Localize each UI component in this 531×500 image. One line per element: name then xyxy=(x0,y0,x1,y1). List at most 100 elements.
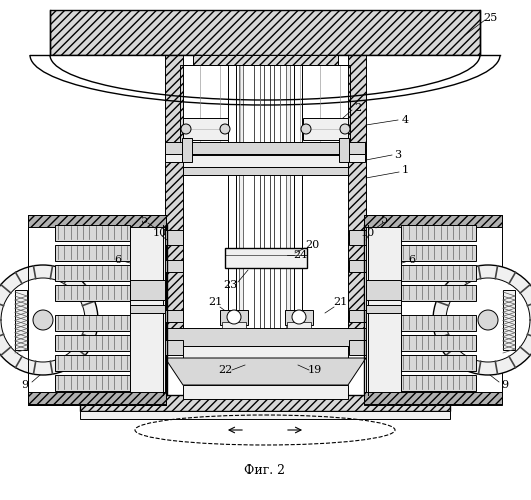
Circle shape xyxy=(292,310,306,324)
Circle shape xyxy=(433,265,531,375)
Bar xyxy=(220,310,248,325)
Circle shape xyxy=(301,124,311,134)
Text: 23: 23 xyxy=(223,280,237,290)
Bar xyxy=(165,55,183,350)
Bar xyxy=(366,305,401,313)
Bar xyxy=(349,310,369,322)
Text: 21: 21 xyxy=(333,297,347,307)
Bar xyxy=(180,65,350,145)
Bar xyxy=(165,328,366,346)
Bar xyxy=(163,260,183,272)
Bar xyxy=(364,215,502,405)
Circle shape xyxy=(478,310,498,330)
Bar xyxy=(182,138,192,162)
Circle shape xyxy=(1,278,85,362)
Bar xyxy=(55,375,130,391)
Circle shape xyxy=(33,310,53,330)
Bar xyxy=(285,310,313,325)
Bar xyxy=(193,55,338,65)
Bar xyxy=(401,355,476,371)
Bar xyxy=(80,395,450,411)
Text: 6: 6 xyxy=(408,255,416,265)
Text: 4: 4 xyxy=(401,115,408,125)
Bar xyxy=(503,290,515,350)
Bar xyxy=(349,260,369,272)
Polygon shape xyxy=(165,358,366,385)
Text: 20: 20 xyxy=(305,240,319,250)
Bar xyxy=(183,167,348,175)
Bar xyxy=(130,305,165,313)
Circle shape xyxy=(181,124,191,134)
Bar xyxy=(130,220,165,400)
Text: 22: 22 xyxy=(218,365,232,375)
Bar xyxy=(163,230,183,245)
Bar xyxy=(239,65,243,360)
Bar xyxy=(222,322,246,328)
Bar xyxy=(183,118,228,140)
Circle shape xyxy=(340,124,350,134)
Bar xyxy=(55,265,130,281)
Bar xyxy=(401,375,476,391)
Text: 25: 25 xyxy=(483,13,497,23)
Polygon shape xyxy=(30,55,200,130)
Bar xyxy=(348,55,366,350)
Bar xyxy=(349,340,369,355)
Bar xyxy=(28,215,166,227)
Bar xyxy=(183,346,348,358)
Text: 5: 5 xyxy=(141,215,149,225)
Bar xyxy=(303,118,348,140)
Bar xyxy=(339,138,349,162)
Bar xyxy=(55,225,130,241)
Bar xyxy=(225,248,307,268)
Bar xyxy=(50,10,480,55)
Bar xyxy=(183,385,348,399)
Text: 1: 1 xyxy=(401,165,408,175)
Text: 10: 10 xyxy=(361,228,375,238)
Bar xyxy=(180,65,350,145)
Bar xyxy=(183,155,348,167)
Bar xyxy=(55,315,130,331)
Bar xyxy=(130,280,165,300)
Bar xyxy=(165,154,365,162)
Bar xyxy=(55,355,130,371)
Circle shape xyxy=(227,310,241,324)
Text: 9: 9 xyxy=(501,380,509,390)
Text: 24: 24 xyxy=(293,250,307,260)
Bar xyxy=(366,280,401,300)
Bar xyxy=(401,245,476,261)
Bar xyxy=(366,220,401,400)
Bar xyxy=(401,315,476,331)
Text: 2: 2 xyxy=(354,103,362,113)
Bar xyxy=(55,335,130,351)
Text: 5: 5 xyxy=(381,215,389,225)
Bar xyxy=(364,215,502,227)
Bar xyxy=(264,65,270,360)
Bar xyxy=(274,65,280,360)
Circle shape xyxy=(446,278,530,362)
Bar xyxy=(163,340,183,355)
Bar xyxy=(364,392,502,404)
Text: 19: 19 xyxy=(308,365,322,375)
Bar xyxy=(349,230,369,245)
Bar xyxy=(28,392,166,404)
Bar xyxy=(401,265,476,281)
Bar xyxy=(55,245,130,261)
Bar xyxy=(401,285,476,301)
Bar xyxy=(80,411,450,419)
Text: Фиг. 2: Фиг. 2 xyxy=(244,464,286,476)
Circle shape xyxy=(220,124,230,134)
Bar xyxy=(294,65,302,360)
Text: 10: 10 xyxy=(153,228,167,238)
Bar xyxy=(287,322,311,328)
Polygon shape xyxy=(330,55,500,130)
Bar xyxy=(401,335,476,351)
Bar xyxy=(28,215,166,405)
Text: 21: 21 xyxy=(208,297,222,307)
Bar xyxy=(286,65,290,360)
Bar xyxy=(165,142,365,154)
Bar xyxy=(28,215,166,405)
Bar xyxy=(401,225,476,241)
Text: 3: 3 xyxy=(395,150,401,160)
Bar xyxy=(163,310,183,322)
Text: 6: 6 xyxy=(115,255,122,265)
